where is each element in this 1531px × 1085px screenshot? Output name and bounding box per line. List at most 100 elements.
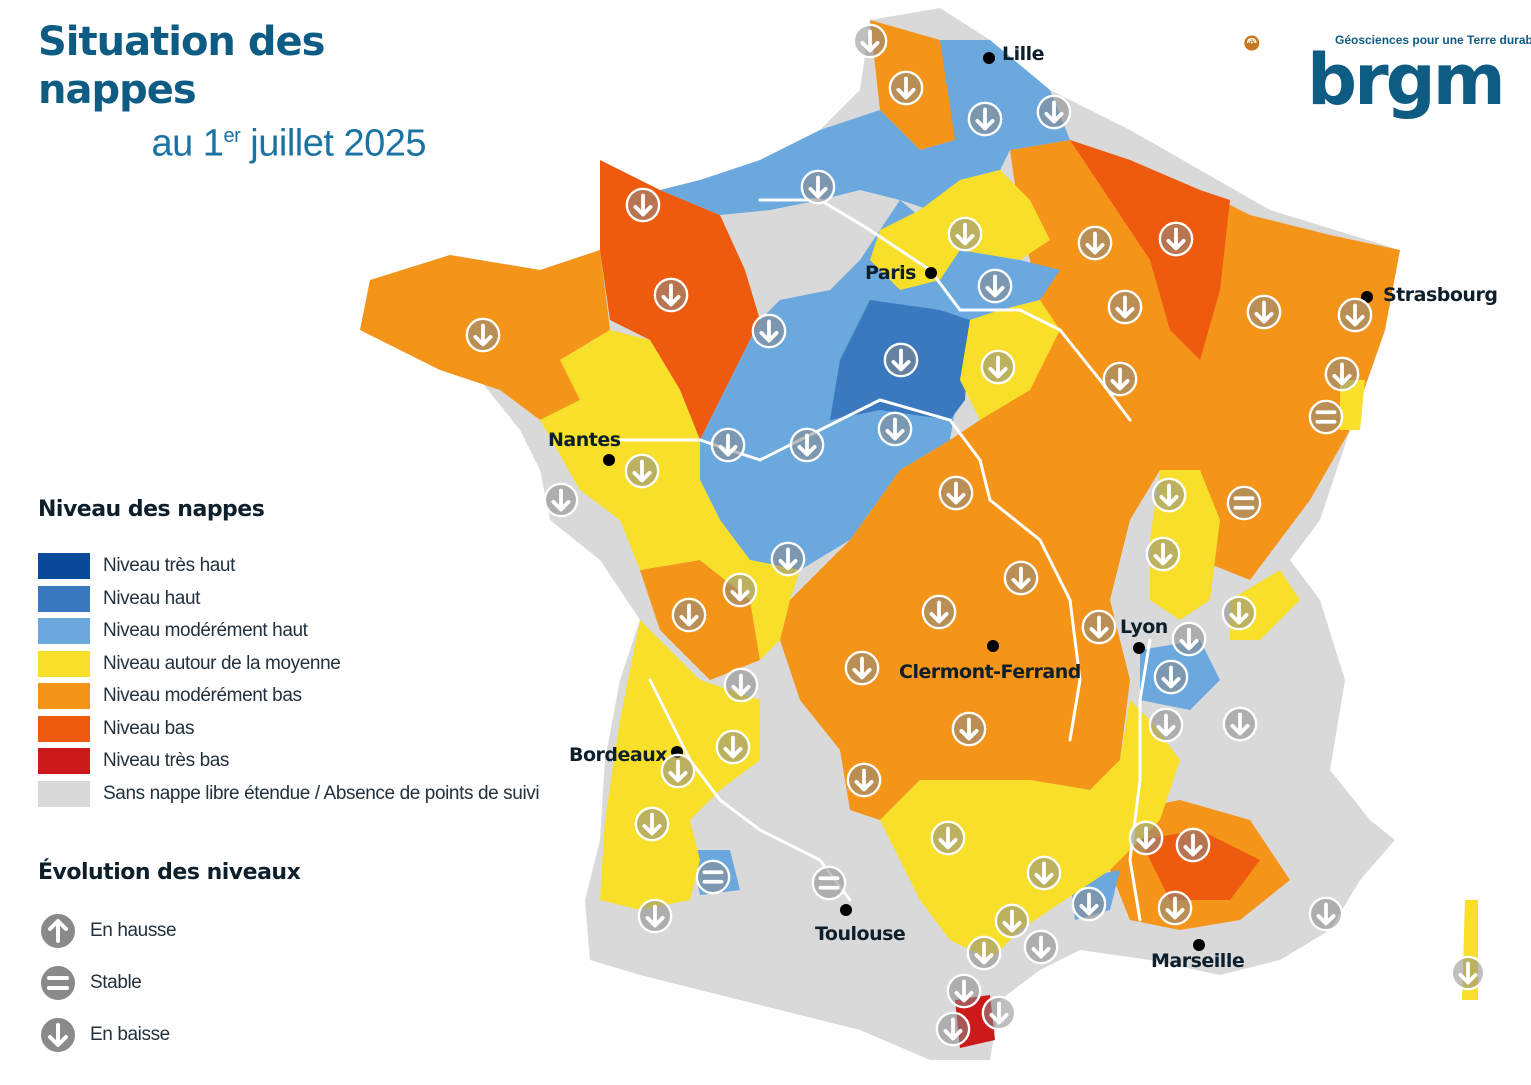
legend-item: Niveau très haut <box>38 550 539 583</box>
city-label: Toulouse <box>815 923 905 945</box>
arrow-down-icon <box>1002 559 1040 597</box>
title-date-sup: er <box>223 125 241 147</box>
legend-evolution-title: Évolution des niveaux <box>38 860 301 885</box>
city-lille: Lille <box>983 43 1045 65</box>
city-label: Paris <box>865 262 916 284</box>
arrow-down-icon <box>670 596 708 634</box>
arrow-down-icon <box>920 593 958 631</box>
arrow-down-icon <box>721 571 759 609</box>
arrow-down-icon <box>722 666 760 704</box>
arrow-down-icon <box>979 348 1017 386</box>
legend-levels-title: Niveau des nappes <box>38 497 265 522</box>
legend-item: Sans nappe libre étendue / Absence de po… <box>38 778 540 811</box>
arrow-down-icon <box>788 426 826 464</box>
city-lyon: Lyon <box>1120 616 1168 654</box>
arrow-down-icon <box>934 1010 972 1048</box>
legend-item: Niveau modérément haut <box>38 615 539 648</box>
region-average <box>1340 380 1365 430</box>
city-label: Strasbourg <box>1383 284 1497 306</box>
arrow-down-icon <box>769 540 807 578</box>
legend-item: Niveau bas <box>38 713 539 746</box>
arrow-down-icon <box>659 752 697 790</box>
equals-icon <box>39 964 77 1002</box>
legend-item: Niveau haut <box>38 583 539 616</box>
arrow-down-icon <box>976 267 1014 305</box>
legend-label: Sans nappe libre étendue / Absence de po… <box>103 782 540 804</box>
arrow-down-icon <box>799 168 837 206</box>
legend-levels: Niveau très haut Niveau haut Niveau modé… <box>38 550 540 811</box>
logo-tagline: Géosciences pour une Terre durable <box>1335 33 1531 47</box>
arrow-down-icon <box>851 22 889 60</box>
equals-icon <box>810 864 848 902</box>
legend-item: Niveau très bas <box>38 745 539 778</box>
arrow-down-icon <box>1220 594 1258 632</box>
arrow-down-icon <box>636 897 674 935</box>
arrow-down-icon <box>980 994 1018 1032</box>
arrow-down-icon <box>946 215 984 253</box>
arrow-down-icon <box>887 69 925 107</box>
map-title: Situation des nappes au 1er juillet 2025 <box>38 18 438 166</box>
logo-wordmark: brgm <box>1307 39 1506 121</box>
city-label: Bordeaux <box>569 744 667 766</box>
region-moderately-low <box>780 140 1400 820</box>
equals-icon <box>1225 484 1263 522</box>
region-low <box>1070 140 1230 360</box>
arrow-down-icon <box>876 410 914 448</box>
city-label: Clermont-Ferrand <box>899 661 1081 683</box>
arrow-down-icon <box>1150 476 1188 514</box>
region-average <box>880 700 1180 960</box>
arrow-down-icon <box>623 452 661 490</box>
arrow-down-icon <box>929 819 967 857</box>
arrow-down-icon <box>1174 826 1212 864</box>
arrow-down-icon <box>1106 288 1144 326</box>
arrow-down-icon <box>1152 658 1190 696</box>
legend-swatch <box>38 618 90 645</box>
arrow-down-icon <box>1022 928 1060 966</box>
arrow-down-icon <box>652 276 690 314</box>
arrow-down-icon <box>39 1016 77 1054</box>
legend-item: Stable <box>38 957 176 1009</box>
legend-label: Niveau très haut <box>103 555 235 577</box>
city-label: Lille <box>1002 43 1044 65</box>
arrow-down-icon <box>1156 889 1194 927</box>
arrow-down-icon <box>1307 895 1345 933</box>
region-low <box>1140 830 1260 900</box>
legend-label: En baisse <box>90 1024 170 1045</box>
arrow-down-icon <box>709 426 747 464</box>
arrow-down-icon <box>1101 360 1139 398</box>
arrow-down-icon <box>1221 705 1259 743</box>
arrow-down-icon <box>1147 706 1185 744</box>
legend-swatch <box>38 780 90 807</box>
arrow-down-icon <box>950 710 988 748</box>
legend-swatch <box>38 553 90 580</box>
arrow-down-icon <box>1025 854 1063 892</box>
arrow-down-icon <box>993 902 1031 940</box>
equals-icon <box>1307 398 1345 436</box>
legend-swatch <box>38 748 90 775</box>
title-main: Situation des nappes <box>38 19 325 113</box>
arrow-down-icon <box>464 316 502 354</box>
arrow-down-icon <box>965 934 1003 972</box>
arrow-up-icon <box>39 912 77 950</box>
rivers <box>618 198 1152 922</box>
city-clermont: Clermont-Ferrand <box>899 640 1081 683</box>
legend-label: Niveau modérément bas <box>103 685 302 707</box>
legend-swatch <box>38 585 90 612</box>
arrow-down-icon <box>937 474 975 512</box>
arrow-down-icon <box>1170 620 1208 658</box>
arrow-down-icon <box>966 100 1004 138</box>
legend-swatch <box>38 715 90 742</box>
region-moderately-high <box>660 40 1070 215</box>
arrow-down-icon <box>1070 885 1108 923</box>
arrow-down-icon <box>714 728 752 766</box>
legend-item: Niveau modérément bas <box>38 680 539 713</box>
legend-item: En baisse <box>38 1009 176 1061</box>
arrow-down-icon <box>1127 819 1165 857</box>
brgm-logo-icon <box>1244 35 1260 51</box>
arrow-down-icon <box>1076 224 1114 262</box>
arrow-down-icon <box>1323 355 1361 393</box>
arrow-down-icon <box>1245 293 1283 331</box>
arrow-down-icon <box>1336 296 1374 334</box>
title-date: au 1er juillet 2025 <box>38 114 438 166</box>
